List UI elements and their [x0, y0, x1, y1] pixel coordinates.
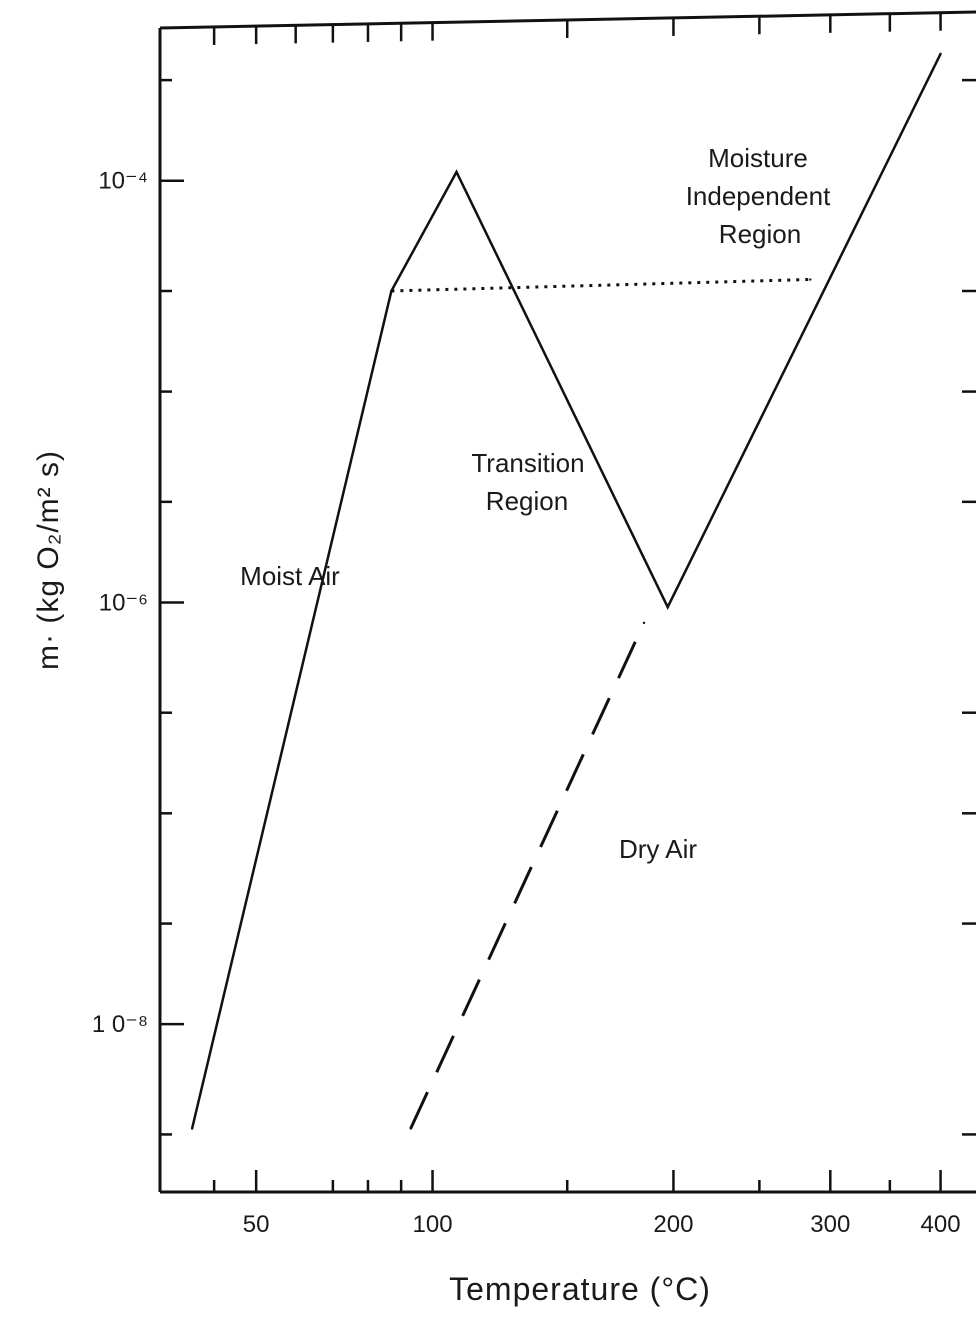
x-tick-label-0: 50: [243, 1211, 270, 1238]
annotation-layer: Moist Air Dry Air Transition Region Moisture…: [240, 143, 831, 864]
series-0-point-2: [455, 170, 458, 174]
y-tick-label-1: 10⁻⁶: [99, 589, 148, 616]
annotation-2: Transition: [471, 448, 584, 478]
series-0-point-3: [666, 605, 669, 609]
y-tick-label-2: 1 0⁻⁸: [92, 1011, 148, 1038]
series-1-point-0: [409, 1127, 412, 1130]
y-tick-label-0: 10⁻⁴: [98, 168, 148, 195]
top-axis-line: [159, 10, 976, 30]
series-line-1: [409, 622, 646, 1130]
annotation-1: Dry Air: [619, 834, 697, 864]
x-tick-label-4: 400: [921, 1211, 961, 1238]
series-2-point-0: [390, 289, 393, 293]
series-line-2: [391, 278, 811, 293]
y-axis-label: m· (kg O₂/m² s): [32, 450, 65, 670]
annotation-0: Moist Air: [240, 561, 340, 591]
x-tick-label-3: 300: [810, 1211, 850, 1238]
series-0-point-4: [939, 52, 942, 55]
annotation-4: Moisture: [708, 143, 808, 173]
x-tick-label-1: 100: [413, 1211, 453, 1238]
x-axis-label: Temperature (°C): [449, 1271, 711, 1307]
series-line-0: [190, 53, 942, 1129]
x-tick-label-2: 200: [653, 1211, 693, 1238]
annotation-5: Independent: [686, 181, 831, 211]
series-1-point-1: [642, 621, 646, 625]
series-0-point-0: [190, 1127, 194, 1130]
annotation-3: Region: [486, 486, 568, 516]
annotation-6: Region: [719, 219, 801, 249]
axes: 50 100 200 300 400 10⁻⁴ 10⁻⁶ 1 0⁻⁸: [92, 10, 976, 1238]
series-layer: [190, 52, 942, 1130]
series-2-point-1: [809, 278, 812, 281]
